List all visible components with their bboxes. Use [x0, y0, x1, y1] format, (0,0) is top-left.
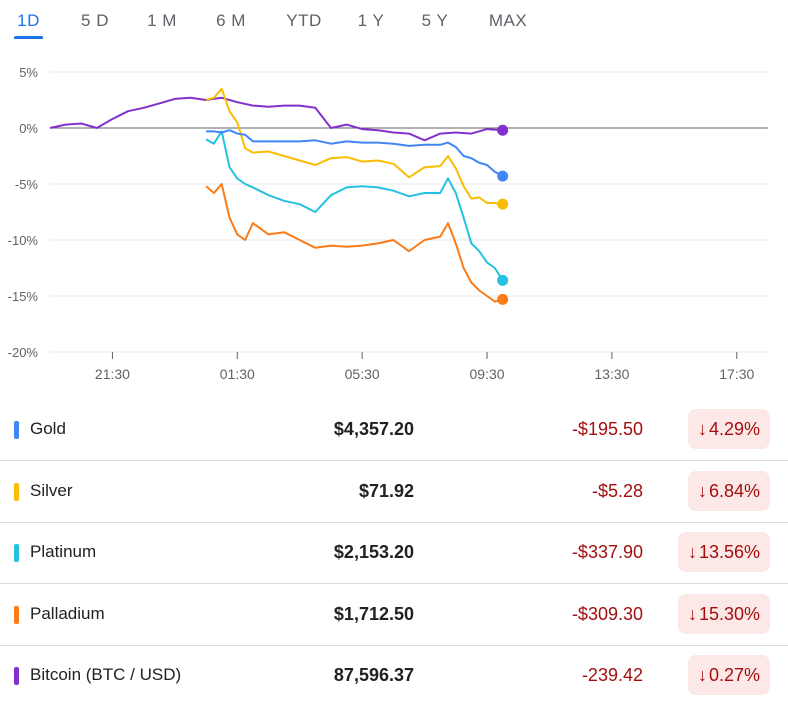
asset-name: Bitcoin (BTC / USD): [30, 665, 182, 684]
asset-name: Platinum: [30, 542, 97, 561]
asset-change: -$309.30: [571, 603, 643, 624]
time-range-tabs: 1D 5 D 1 M 6 M YTD 1 Y 5 Y MAX: [0, 0, 788, 40]
down-arrow-icon: ↓: [697, 665, 707, 685]
price-change-chart[interactable]: 5% 0% -5% -10% -15% -20% 21:30 01:30 05:30 09:30 1…: [0, 55, 788, 385]
series-end-dot-silver: [497, 198, 509, 210]
asset-change: -$5.28: [591, 480, 643, 501]
series-color-swatch: [14, 421, 19, 439]
series-end-dot-bitcoin: [497, 124, 509, 136]
asset-price: $71.92: [358, 480, 414, 501]
series-line-gold: [206, 129, 504, 178]
down-arrow-icon: ↓: [697, 480, 707, 501]
x-tick-label: 09:30: [470, 366, 505, 382]
x-tick-label: 05:30: [345, 366, 380, 382]
y-tick-label: 0%: [19, 121, 38, 136]
percent-change-badge: ↓ 13.56%: [677, 532, 770, 572]
y-tick-label: -5%: [15, 177, 39, 192]
x-tick-label: 13:30: [594, 366, 629, 382]
percent-change-badge: ↓ 6.84%: [687, 470, 770, 511]
asset-price: $1,712.50: [333, 603, 414, 624]
tab-5y[interactable]: 5 Y: [421, 11, 449, 30]
table-row[interactable]: Platinum $2,153.20 -$337.90 ↓ 13.56%: [0, 522, 788, 584]
percent-change-value: 0.27%: [708, 665, 760, 685]
percent-change-badge: ↓ 4.29%: [687, 409, 770, 449]
y-tick-label: 5%: [19, 65, 38, 80]
asset-price: 87,596.37: [333, 665, 414, 685]
asset-price: $2,153.20: [333, 542, 414, 562]
table-row[interactable]: Silver $71.92 -$5.28 ↓ 6.84%: [0, 461, 788, 523]
x-tick-label: 17:30: [719, 366, 754, 382]
series-line-silver: [205, 87, 503, 206]
series-line-palladium: [205, 183, 503, 303]
table-row[interactable]: Bitcoin (BTC / USD) 87,596.37 -239.42 ↓ 0.27…: [0, 645, 788, 706]
series-color-swatch: [14, 667, 19, 685]
down-arrow-icon: ↓: [687, 603, 697, 624]
tab-1d[interactable]: 1D: [17, 11, 40, 30]
series-line-bitcoin: [49, 96, 503, 142]
series-line-platinum: [205, 130, 504, 281]
x-tick-label: 01:30: [220, 366, 255, 382]
series-end-dot-gold: [497, 170, 509, 182]
asset-name: Silver: [30, 480, 73, 500]
down-arrow-icon: ↓: [687, 542, 697, 562]
percent-change-value: 13.56%: [698, 542, 760, 562]
series-color-swatch: [14, 482, 19, 501]
tab-1y[interactable]: 1 Y: [357, 11, 385, 30]
percent-change-value: 15.30%: [698, 603, 760, 624]
percent-change-value: 6.84%: [708, 480, 760, 501]
y-tick-label: -15%: [8, 289, 39, 304]
asset-price: $4,357.20: [333, 419, 414, 439]
asset-change: -$337.90: [571, 542, 643, 562]
tab-6m[interactable]: 6 M: [216, 11, 246, 30]
series-color-swatch: [14, 544, 19, 562]
percent-change-badge: ↓ 0.27%: [687, 655, 770, 695]
active-tab-indicator: [14, 36, 43, 39]
table-row[interactable]: Palladium $1,712.50 -$309.30 ↓ 15.30%: [0, 584, 788, 646]
tab-ytd[interactable]: YTD: [286, 11, 322, 30]
percent-change-badge: ↓ 15.30%: [677, 593, 770, 634]
asset-change: -$195.50: [571, 419, 643, 439]
y-tick-label: -20%: [8, 345, 39, 360]
asset-change: -239.42: [581, 665, 643, 685]
series-end-dot-palladium: [497, 293, 509, 305]
asset-name: Palladium: [30, 603, 105, 623]
down-arrow-icon: ↓: [697, 419, 707, 439]
percent-change-value: 4.29%: [708, 419, 760, 439]
tab-1m[interactable]: 1 M: [147, 11, 177, 30]
table-row[interactable]: Gold $4,357.20 -$195.50 ↓ 4.29%: [0, 399, 788, 461]
tab-5d[interactable]: 5 D: [81, 11, 109, 30]
series-color-swatch: [14, 605, 19, 624]
asset-name: Gold: [30, 419, 66, 438]
x-tick-label: 21:30: [95, 366, 130, 382]
tab-max[interactable]: MAX: [488, 11, 528, 30]
series-end-dot-platinum: [497, 274, 509, 286]
y-tick-label: -10%: [8, 233, 39, 248]
